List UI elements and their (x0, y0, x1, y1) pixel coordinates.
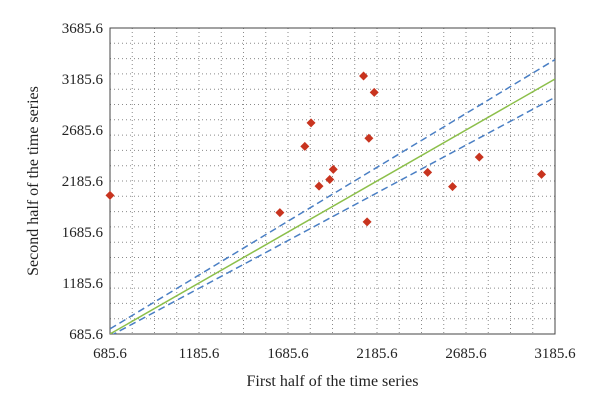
data-point (474, 152, 484, 162)
x-axis-title: First half of the time series (247, 373, 419, 390)
y-tick-label: 3685.6 (62, 21, 104, 37)
y-tick-label: 685.6 (69, 327, 103, 343)
data-points (105, 71, 547, 227)
x-tick-label: 2185.6 (356, 346, 398, 362)
confidence-band-line (110, 58, 555, 330)
data-point (105, 190, 115, 200)
data-point (362, 217, 372, 227)
x-tick-labels: 685.6 1185.6 1685.6 2185.6 2685.6 3185.6 (93, 346, 576, 362)
data-point (314, 181, 324, 191)
x-tick-label: 2685.6 (445, 346, 487, 362)
y-tick-label: 1185.6 (62, 276, 103, 292)
y-tick-labels: 685.6 1185.6 1685.6 2185.6 2685.6 3185.6 3685.… (62, 21, 104, 343)
data-point (537, 169, 547, 179)
confidence-band-line (112, 96, 555, 334)
data-point (364, 133, 374, 143)
data-point (359, 71, 369, 81)
x-tick-label: 685.6 (93, 346, 127, 362)
y-tick-label: 2185.6 (62, 174, 104, 190)
x-tick-label: 1685.6 (267, 346, 309, 362)
y-tick-label: 1685.6 (62, 225, 104, 241)
plot-frame (109, 27, 556, 335)
data-point (306, 118, 316, 128)
y-tick-label: 3185.6 (62, 72, 104, 88)
x-tick-label: 3185.6 (534, 346, 576, 362)
x-tick-label: 1185.6 (179, 346, 220, 362)
data-point (369, 87, 379, 97)
data-point (448, 182, 458, 192)
data-point (328, 164, 338, 174)
y-tick-label: 2685.6 (62, 123, 104, 139)
data-point (300, 141, 310, 151)
y-axis-title: Second half of the time series (25, 86, 42, 276)
data-point (275, 208, 285, 218)
reference-line (110, 78, 555, 334)
data-point (325, 175, 335, 185)
data-point (423, 167, 433, 177)
reference-lines (110, 58, 555, 334)
